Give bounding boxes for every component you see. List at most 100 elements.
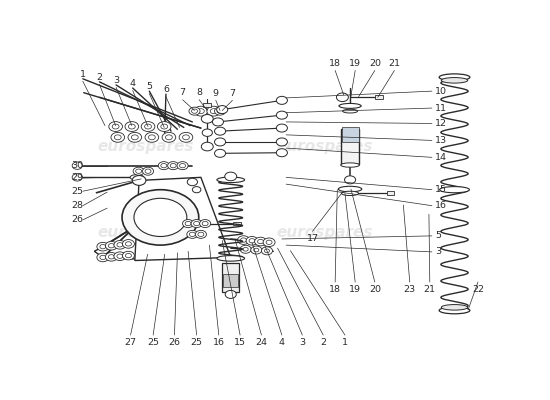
- Circle shape: [214, 149, 225, 157]
- Circle shape: [179, 164, 185, 168]
- Ellipse shape: [217, 256, 245, 261]
- Circle shape: [202, 129, 212, 136]
- Text: 18: 18: [329, 285, 341, 294]
- Circle shape: [125, 122, 139, 132]
- Circle shape: [201, 142, 213, 151]
- Text: 7: 7: [179, 88, 185, 97]
- Text: 21: 21: [388, 59, 400, 68]
- Circle shape: [194, 106, 208, 116]
- Circle shape: [125, 254, 131, 258]
- Text: 20: 20: [369, 285, 381, 294]
- Circle shape: [100, 255, 106, 260]
- Circle shape: [238, 236, 250, 244]
- Circle shape: [106, 242, 117, 250]
- Ellipse shape: [340, 163, 360, 167]
- Circle shape: [217, 106, 228, 114]
- Circle shape: [114, 135, 121, 140]
- Circle shape: [123, 251, 134, 260]
- Text: 9: 9: [213, 89, 219, 98]
- Circle shape: [145, 124, 151, 129]
- Circle shape: [145, 132, 159, 142]
- Text: eurospares: eurospares: [276, 225, 373, 240]
- Ellipse shape: [343, 109, 358, 113]
- Circle shape: [217, 109, 223, 113]
- Text: 20: 20: [369, 59, 381, 68]
- Circle shape: [106, 252, 117, 261]
- Text: 27: 27: [124, 338, 136, 347]
- Ellipse shape: [339, 104, 361, 108]
- Text: 23: 23: [404, 285, 416, 294]
- Circle shape: [97, 253, 109, 262]
- Text: 25: 25: [191, 338, 202, 347]
- Circle shape: [72, 174, 82, 181]
- Circle shape: [198, 232, 204, 236]
- Ellipse shape: [441, 304, 468, 310]
- Circle shape: [134, 198, 187, 236]
- Circle shape: [97, 242, 109, 251]
- Circle shape: [114, 240, 126, 249]
- Text: 3: 3: [436, 247, 442, 256]
- Circle shape: [201, 114, 213, 123]
- Text: 16: 16: [213, 338, 225, 347]
- Text: 26: 26: [71, 215, 83, 224]
- Text: 19: 19: [349, 59, 361, 68]
- Ellipse shape: [441, 78, 468, 83]
- Circle shape: [108, 255, 114, 259]
- Text: 5: 5: [436, 231, 441, 240]
- Circle shape: [200, 220, 211, 228]
- Circle shape: [142, 167, 153, 175]
- Circle shape: [141, 122, 155, 132]
- Circle shape: [276, 111, 288, 119]
- Text: 19: 19: [349, 285, 361, 294]
- Text: 25: 25: [147, 338, 159, 347]
- Circle shape: [276, 124, 288, 132]
- Circle shape: [189, 232, 195, 236]
- Circle shape: [158, 162, 169, 170]
- Ellipse shape: [439, 186, 470, 193]
- Ellipse shape: [338, 186, 362, 192]
- Circle shape: [128, 132, 142, 142]
- Circle shape: [214, 127, 225, 135]
- Text: eurospares: eurospares: [276, 139, 373, 154]
- Circle shape: [261, 247, 272, 255]
- Circle shape: [187, 178, 197, 186]
- Circle shape: [276, 138, 288, 146]
- Bar: [340, 129, 360, 164]
- Circle shape: [72, 162, 82, 169]
- Text: 16: 16: [436, 201, 447, 210]
- Circle shape: [128, 124, 135, 129]
- Circle shape: [202, 222, 208, 226]
- Circle shape: [214, 107, 225, 115]
- Text: 12: 12: [436, 119, 447, 128]
- Text: 14: 14: [436, 153, 447, 162]
- Text: 10: 10: [436, 87, 447, 96]
- Circle shape: [344, 176, 356, 184]
- Text: 25: 25: [71, 187, 83, 196]
- Bar: [222, 263, 239, 292]
- Bar: [204, 103, 211, 107]
- Circle shape: [122, 190, 199, 245]
- Circle shape: [162, 132, 176, 142]
- Text: 21: 21: [424, 285, 436, 294]
- Text: 11: 11: [436, 104, 447, 112]
- Text: 5: 5: [146, 82, 152, 91]
- Circle shape: [254, 248, 259, 252]
- Circle shape: [125, 242, 131, 246]
- Circle shape: [123, 240, 134, 248]
- Circle shape: [225, 290, 236, 298]
- Bar: [387, 191, 394, 195]
- Circle shape: [225, 172, 236, 181]
- Circle shape: [187, 230, 198, 238]
- Circle shape: [337, 93, 348, 102]
- Text: 4: 4: [279, 338, 285, 347]
- Circle shape: [132, 176, 146, 185]
- Circle shape: [145, 169, 151, 173]
- Bar: [342, 127, 359, 142]
- Circle shape: [255, 237, 267, 246]
- Bar: [375, 96, 383, 99]
- Circle shape: [243, 248, 248, 251]
- Circle shape: [136, 169, 142, 173]
- Circle shape: [114, 252, 126, 260]
- Circle shape: [177, 162, 188, 170]
- Ellipse shape: [439, 74, 470, 81]
